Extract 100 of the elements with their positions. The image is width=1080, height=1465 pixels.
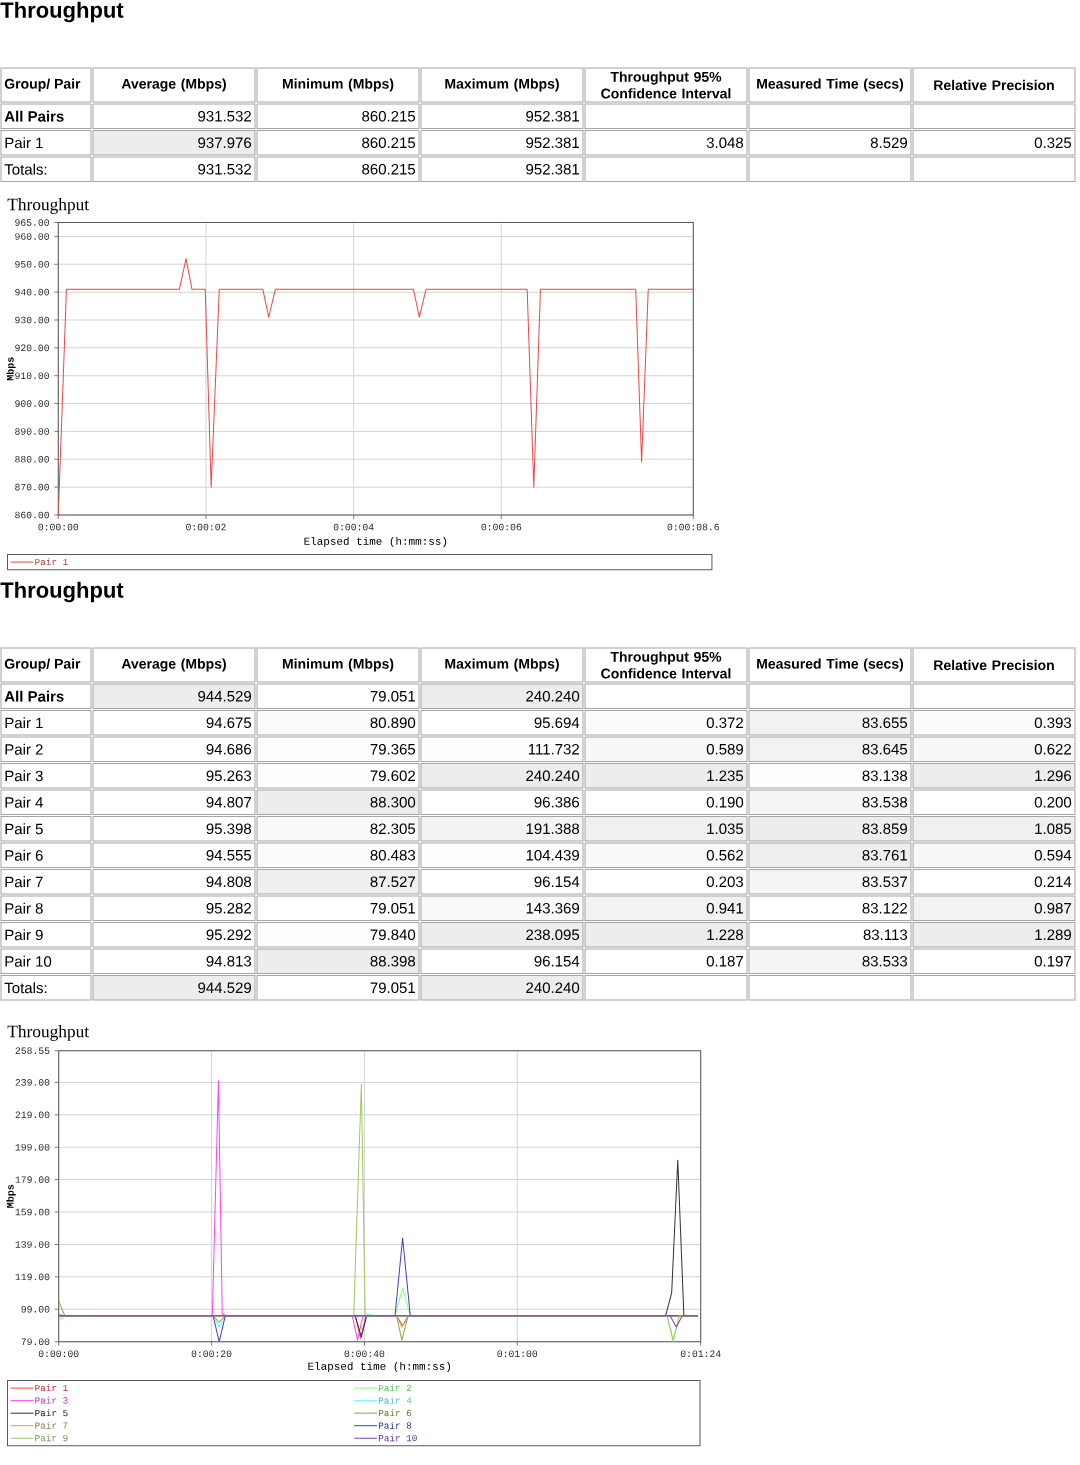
x-tick-label: Throughput 95% Confidence Interval bbox=[601, 71, 731, 99]
y-tick-label: 900.00 bbox=[15, 400, 49, 407]
x-tick-label: Relative Precision bbox=[934, 659, 1054, 671]
chart-title: Throughput bbox=[0, 1, 124, 23]
x-tick-label: Measured Time (secs) bbox=[757, 658, 904, 672]
legend-label: Pair 6 bbox=[378, 1409, 412, 1417]
data-label: 1.296 bbox=[1035, 770, 1072, 782]
y-tick-label: 880.00 bbox=[15, 455, 49, 463]
data-label: 238.095 bbox=[526, 929, 580, 941]
y-tick-label: 159.00 bbox=[15, 1208, 50, 1216]
data-label: 1.235 bbox=[707, 770, 744, 782]
y-tick-label: Pair 1 bbox=[5, 717, 43, 729]
x-axis-title: Elapsed time (h:mm:ss) bbox=[308, 1361, 451, 1373]
data-label: 96.154 bbox=[534, 876, 580, 888]
y-axis-title: Mbps bbox=[6, 357, 16, 381]
x-tick-label: 0:00:40 bbox=[344, 1350, 385, 1358]
data-label: 0.589 bbox=[706, 743, 744, 755]
y-axis-title: Mbps bbox=[6, 1184, 16, 1208]
data-label: 0.203 bbox=[706, 876, 744, 888]
chart-title: Throughput bbox=[0, 581, 124, 603]
x-tick-label: Throughput 95% Confidence Interval bbox=[601, 651, 731, 679]
data-label: 82.305 bbox=[370, 823, 416, 835]
data-label: 94.807 bbox=[206, 796, 251, 808]
x-tick-label: 0:01:00 bbox=[497, 1350, 538, 1358]
x-tick-label: 0:00:00 bbox=[38, 523, 79, 531]
data-label: 80.483 bbox=[370, 849, 416, 861]
data-label: 3.048 bbox=[706, 137, 744, 149]
y-tick-label: Pair 9 bbox=[5, 929, 43, 941]
legend-label: Pair 10 bbox=[378, 1434, 417, 1442]
data-label: 0.594 bbox=[1034, 849, 1072, 861]
x-tick-label: 0:00:06 bbox=[481, 523, 522, 531]
y-tick-label: Pair 4 bbox=[5, 796, 43, 808]
data-label: 80.890 bbox=[370, 717, 416, 729]
data-label: 944.529 bbox=[198, 982, 252, 994]
y-tick-label: 920.00 bbox=[15, 344, 49, 352]
y-tick-label: All Pairs bbox=[4, 110, 64, 122]
x-tick-label: 0:00:02 bbox=[186, 523, 226, 531]
data-label: 240.240 bbox=[526, 982, 580, 994]
data-label: 79.365 bbox=[370, 743, 416, 755]
data-label: 95.263 bbox=[206, 770, 252, 782]
y-tick-label: 930.00 bbox=[15, 316, 49, 324]
data-label: 83.122 bbox=[862, 902, 907, 914]
y-tick-label: Pair 2 bbox=[5, 743, 43, 755]
data-label: 952.381 bbox=[526, 163, 579, 175]
x-tick-label: 0:00:04 bbox=[333, 523, 374, 531]
data-label: 240.240 bbox=[526, 690, 580, 702]
data-label: 860.215 bbox=[362, 163, 416, 175]
data-label: 143.369 bbox=[526, 902, 580, 914]
y-tick-label: 960.00 bbox=[15, 233, 49, 240]
data-label: 95.292 bbox=[206, 929, 251, 941]
data-label: 937.976 bbox=[198, 137, 252, 149]
y-tick-label: 940.00 bbox=[15, 288, 49, 296]
data-label: 1.289 bbox=[1035, 929, 1072, 941]
y-tick-label: 910.00 bbox=[15, 372, 49, 380]
data-label: 83.537 bbox=[862, 876, 907, 888]
data-label: 83.655 bbox=[862, 717, 908, 729]
data-label: 83.533 bbox=[862, 955, 908, 967]
data-label: 95.398 bbox=[206, 823, 252, 835]
data-label: 0.325 bbox=[1034, 137, 1072, 149]
data-label: 96.154 bbox=[534, 955, 580, 967]
y-tick-label: 965.00 bbox=[15, 219, 49, 226]
data-label: 83.645 bbox=[862, 743, 908, 755]
data-label: 79.051 bbox=[370, 902, 415, 914]
y-tick-label: Totals: bbox=[4, 982, 47, 994]
y-tick-label: 179.00 bbox=[15, 1176, 50, 1183]
data-label: 1.085 bbox=[1035, 823, 1072, 835]
legend-label: Pair 4 bbox=[378, 1396, 412, 1404]
x-axis-title: Elapsed time (h:mm:ss) bbox=[304, 536, 447, 548]
y-tick-label: Pair 3 bbox=[5, 770, 43, 782]
x-tick-label: Minimum (Mbps) bbox=[282, 658, 394, 672]
data-label: 94.686 bbox=[206, 743, 252, 755]
y-tick-label: 239.00 bbox=[15, 1079, 50, 1086]
data-label: 95.282 bbox=[206, 902, 251, 914]
y-tick-label: Pair 8 bbox=[5, 902, 43, 914]
x-tick-label: 0:01:24 bbox=[680, 1350, 721, 1358]
x-tick-label: 0:00:00 bbox=[38, 1350, 79, 1358]
y-tick-label: 199.00 bbox=[15, 1143, 50, 1151]
data-label: 87.527 bbox=[370, 876, 415, 888]
data-label: 0.987 bbox=[1034, 902, 1071, 914]
data-label: 83.761 bbox=[862, 849, 907, 861]
y-tick-label: All Pairs bbox=[4, 690, 64, 702]
y-axis-title: Group/ Pair bbox=[4, 658, 81, 672]
legend-label: Pair 8 bbox=[378, 1421, 412, 1429]
y-tick-label: Pair 7 bbox=[5, 876, 43, 888]
chart-title: Throughput bbox=[7, 198, 89, 214]
y-tick-label: 890.00 bbox=[15, 428, 49, 435]
x-tick-label: Average (Mbps) bbox=[121, 658, 226, 672]
data-label: 79.840 bbox=[370, 929, 416, 941]
data-label: 0.372 bbox=[706, 717, 743, 729]
x-tick-label: Average (Mbps) bbox=[121, 78, 226, 92]
data-label: 0.187 bbox=[706, 955, 743, 967]
data-label: 88.300 bbox=[370, 796, 416, 808]
x-tick-label: Maximum (Mbps) bbox=[445, 78, 559, 92]
data-label: 0.197 bbox=[1034, 955, 1071, 967]
data-label: 94.808 bbox=[206, 876, 252, 888]
data-label: 191.388 bbox=[526, 823, 580, 835]
data-label: 860.215 bbox=[362, 110, 416, 122]
y-tick-label: 258.55 bbox=[15, 1047, 50, 1055]
y-axis-title: Group/ Pair bbox=[4, 78, 81, 92]
data-label: 104.439 bbox=[526, 849, 580, 861]
